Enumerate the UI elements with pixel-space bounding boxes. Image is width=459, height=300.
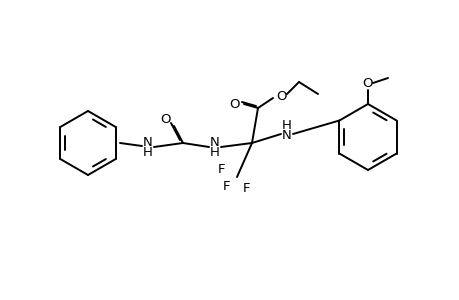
Text: H: H — [210, 146, 219, 158]
Text: O: O — [160, 112, 171, 125]
Text: O: O — [229, 98, 240, 110]
Text: F: F — [223, 181, 230, 194]
Text: F: F — [243, 182, 250, 196]
Text: H: H — [143, 146, 152, 158]
Text: N: N — [281, 128, 291, 142]
Text: O: O — [276, 89, 286, 103]
Text: F: F — [218, 163, 225, 176]
Text: N: N — [210, 136, 219, 148]
Text: H: H — [281, 118, 291, 131]
Text: N: N — [143, 136, 152, 148]
Text: O: O — [362, 76, 372, 89]
